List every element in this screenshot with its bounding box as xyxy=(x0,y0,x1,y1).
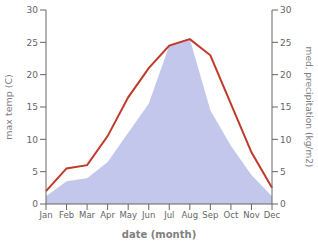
svg-text:Jan: Jan xyxy=(38,210,52,220)
svg-text:20: 20 xyxy=(280,70,292,80)
svg-text:Sep: Sep xyxy=(202,210,218,220)
svg-text:Jul: Jul xyxy=(163,210,174,220)
svg-text:max temp (C): max temp (C) xyxy=(8,74,14,140)
svg-text:25: 25 xyxy=(280,38,291,48)
svg-text:20: 20 xyxy=(27,70,39,80)
svg-text:Apr: Apr xyxy=(100,210,115,220)
svg-text:Oct: Oct xyxy=(224,210,239,220)
svg-text:0: 0 xyxy=(280,199,286,209)
svg-text:5: 5 xyxy=(280,167,286,177)
svg-text:May: May xyxy=(119,210,137,220)
svg-text:Dec: Dec xyxy=(264,210,281,220)
svg-text:10: 10 xyxy=(27,135,39,145)
svg-text:30: 30 xyxy=(27,5,39,15)
svg-text:15: 15 xyxy=(27,102,38,112)
svg-text:30: 30 xyxy=(280,5,292,15)
svg-text:Jun: Jun xyxy=(141,210,155,220)
svg-text:15: 15 xyxy=(280,102,291,112)
svg-text:Nov: Nov xyxy=(243,210,260,220)
svg-text:Aug: Aug xyxy=(182,210,199,220)
svg-text:10: 10 xyxy=(280,135,292,145)
svg-text:0: 0 xyxy=(32,199,38,209)
svg-text:5: 5 xyxy=(32,167,38,177)
svg-text:med. precipitation (kg/m2): med. precipitation (kg/m2) xyxy=(304,47,310,168)
svg-text:date (month): date (month) xyxy=(122,229,196,240)
svg-text:Feb: Feb xyxy=(59,210,74,220)
svg-text:25: 25 xyxy=(27,38,38,48)
svg-text:Mar: Mar xyxy=(79,210,96,220)
